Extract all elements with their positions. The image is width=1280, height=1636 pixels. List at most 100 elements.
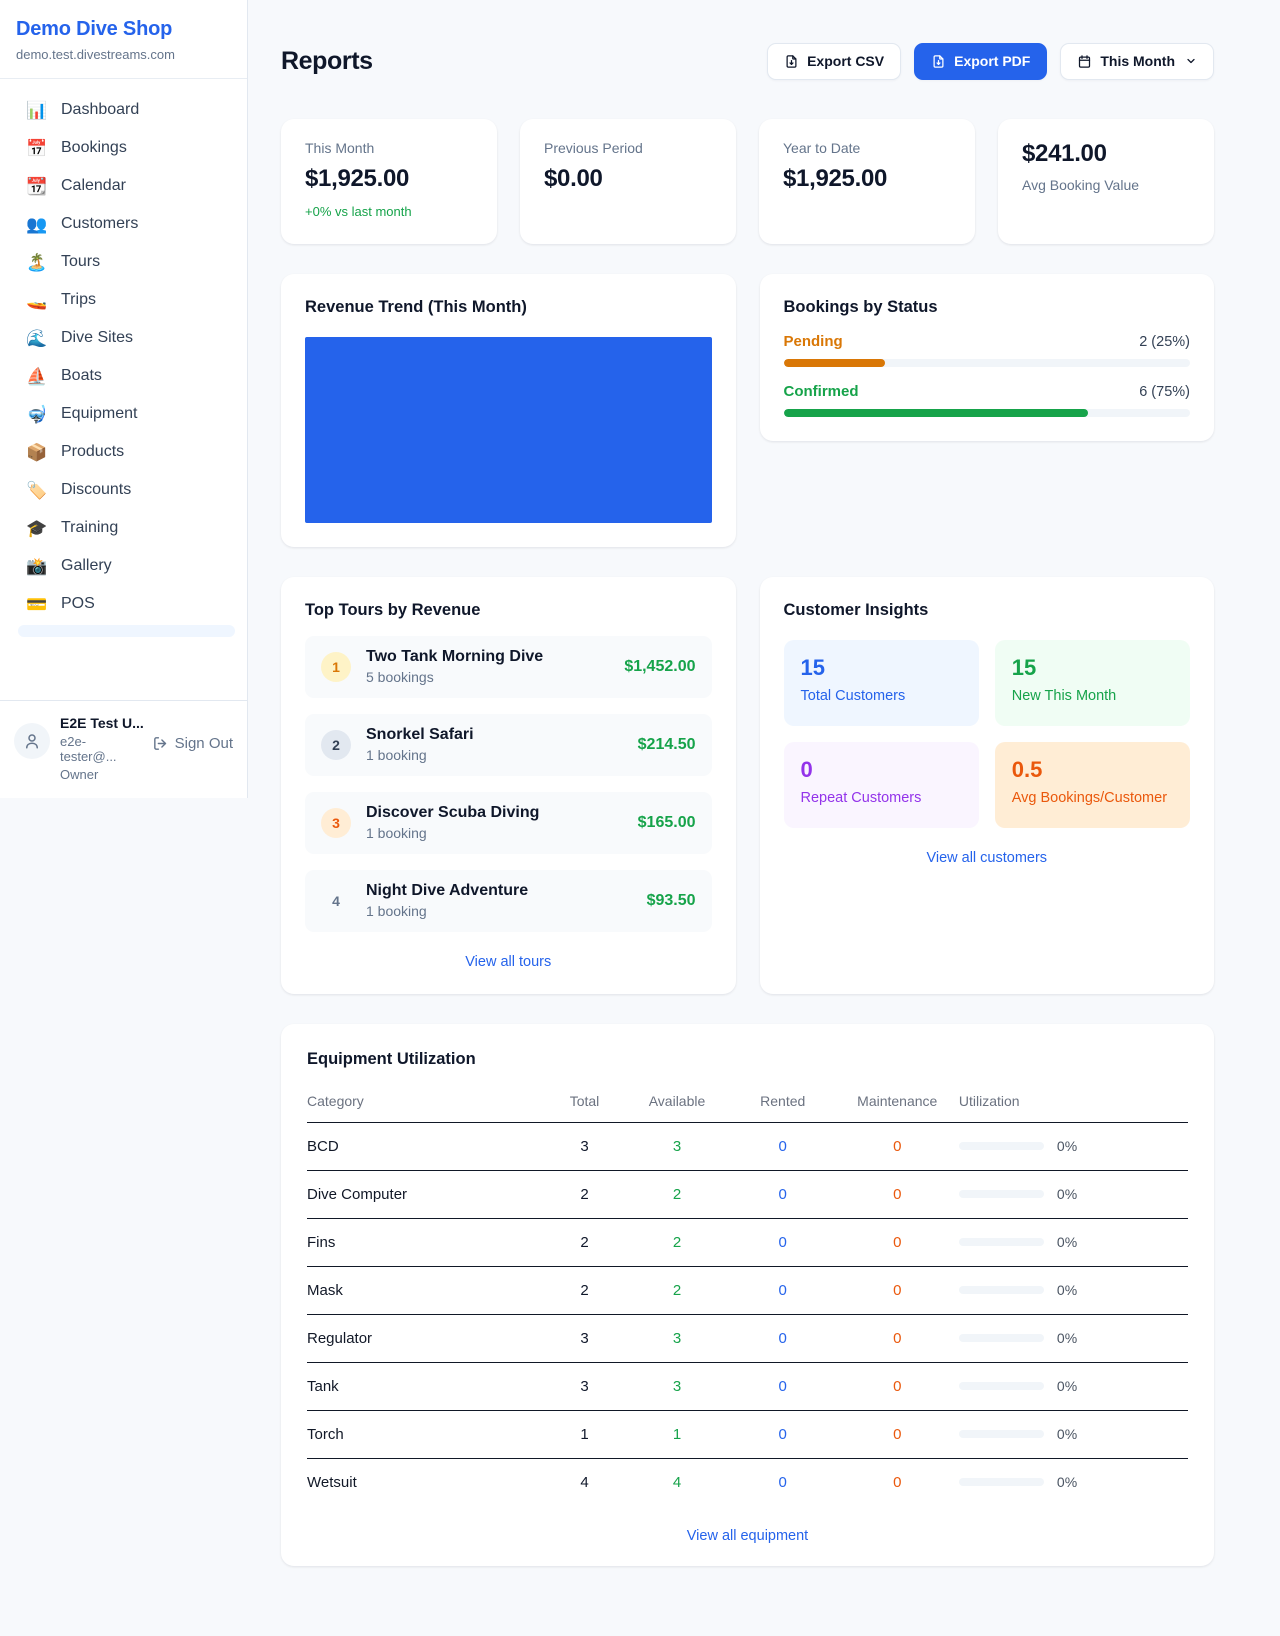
utilization-bar-track bbox=[958, 1478, 1044, 1486]
sidebar-item-gallery[interactable]: 📸 Gallery bbox=[16, 547, 237, 585]
maintenance-cell: 0 bbox=[835, 1122, 959, 1171]
export-pdf-button[interactable]: Export PDF bbox=[914, 42, 1048, 80]
category-cell: Dive Computer bbox=[307, 1170, 545, 1219]
stat-value: $0.00 bbox=[544, 164, 603, 192]
calendar-icon bbox=[1079, 55, 1091, 68]
tour-amount: $214.50 bbox=[637, 735, 696, 753]
category-cell: Tank bbox=[307, 1362, 545, 1411]
tour-name: Two Tank Morning Dive bbox=[366, 648, 544, 665]
maintenance-cell: 0 bbox=[835, 1266, 959, 1315]
sign-out-button[interactable]: Sign Out bbox=[152, 735, 233, 752]
rented-cell: 0 bbox=[729, 1314, 836, 1363]
stat-delta: +0% vs last month bbox=[305, 203, 412, 219]
tear-off-calendar-icon: 📆 bbox=[26, 176, 48, 196]
sidebar-header: Demo Dive Shop demo.test.divestreams.com bbox=[0, 0, 247, 79]
view-all-customers-link[interactable]: View all customers bbox=[926, 849, 1048, 866]
sidebar-item-reports-active[interactable] bbox=[18, 625, 235, 637]
maintenance-cell: 0 bbox=[893, 1473, 902, 1491]
status-item-pending: Pending 2 (25%) bbox=[783, 333, 1190, 367]
utilization-bar-track bbox=[958, 1430, 1044, 1438]
export-csv-button[interactable]: Export CSV bbox=[767, 42, 902, 80]
available-cell: 2 bbox=[624, 1218, 730, 1267]
page-title: Reports bbox=[281, 46, 373, 75]
stat-card-avg-booking-value: $241.00 Avg Booking Value bbox=[998, 118, 1214, 244]
equipment-table: Category Total Available Rented Maintena… bbox=[307, 1082, 1188, 1506]
top-tours-card: Top Tours by Revenue 1 Two Tank Morning … bbox=[281, 576, 736, 994]
table-row: Dive Computer 2 2 0 0 0% bbox=[307, 1170, 1188, 1219]
status-item-confirmed: Confirmed 6 (75%) bbox=[783, 382, 1190, 417]
sailboat-icon: ⛵ bbox=[26, 366, 48, 386]
available-cell: 3 bbox=[624, 1314, 730, 1363]
tour-name: Discover Scuba Diving bbox=[366, 804, 540, 821]
sidebar-item-calendar[interactable]: 📆 Calendar bbox=[16, 167, 237, 205]
sign-out-label: Sign Out bbox=[174, 735, 233, 752]
calendar-date-icon: 📅 bbox=[26, 138, 48, 158]
user-role: Owner bbox=[60, 767, 99, 782]
total-cell: 3 bbox=[544, 1362, 625, 1411]
sidebar-item-dive-sites[interactable]: 🌊 Dive Sites bbox=[16, 319, 237, 357]
tile-avg-bookings-customer: 0.5 Avg Bookings/Customer bbox=[994, 741, 1190, 828]
tour-bookings: 5 bookings bbox=[366, 669, 434, 685]
sidebar-item-boats[interactable]: ⛵ Boats bbox=[16, 357, 237, 395]
table-header-row: Category Total Available Rented Maintena… bbox=[307, 1082, 1188, 1123]
avatar bbox=[14, 723, 50, 759]
people-icon: 👥 bbox=[26, 214, 48, 234]
sidebar-item-discounts[interactable]: 🏷️ Discounts bbox=[16, 471, 237, 509]
view-all-tours-link[interactable]: View all tours bbox=[465, 953, 552, 970]
tour-amount: $165.00 bbox=[637, 813, 696, 831]
tile-label: Total Customers bbox=[800, 687, 906, 704]
available-cell: 3 bbox=[624, 1122, 730, 1171]
total-cell: 2 bbox=[544, 1170, 625, 1219]
tile-value: 15 bbox=[800, 654, 825, 680]
sidebar-item-trips[interactable]: 🚤 Trips bbox=[16, 281, 237, 319]
rented-cell: 0 bbox=[729, 1170, 836, 1219]
utilization-bar-track bbox=[958, 1238, 1044, 1246]
insights-row: Top Tours by Revenue 1 Two Tank Morning … bbox=[281, 576, 1214, 994]
status-count: 2 (25%) bbox=[1139, 333, 1190, 350]
table-row: Fins 2 2 0 0 0% bbox=[307, 1218, 1188, 1267]
available-cell: 1 bbox=[624, 1410, 730, 1459]
available-cell: 2 bbox=[624, 1266, 730, 1315]
wave-icon: 🌊 bbox=[26, 328, 48, 348]
sidebar-item-products[interactable]: 📦 Products bbox=[16, 433, 237, 471]
utilization-cell: 0% bbox=[958, 1314, 1188, 1363]
tag-icon: 🏷️ bbox=[26, 480, 48, 500]
sidebar-item-pos[interactable]: 💳 POS bbox=[16, 585, 237, 623]
sidebar-item-bookings[interactable]: 📅 Bookings bbox=[16, 129, 237, 167]
user-email: e2e-tester@... bbox=[60, 734, 117, 764]
customer-insights-card: Customer Insights 15 Total Customers 15 … bbox=[759, 576, 1214, 994]
progress-bar-track bbox=[783, 358, 1190, 367]
utilization-bar-track bbox=[958, 1286, 1044, 1294]
rank-badge: 2 bbox=[321, 729, 351, 760]
tile-value: 15 bbox=[1011, 654, 1037, 680]
category-cell: Wetsuit bbox=[307, 1473, 357, 1491]
sidebar-item-tours[interactable]: 🏝️ Tours bbox=[16, 243, 237, 281]
utilization-cell: 0% bbox=[958, 1122, 1188, 1171]
status-label: Confirmed bbox=[783, 382, 859, 400]
rented-cell: 0 bbox=[729, 1218, 836, 1267]
period-selector[interactable]: This Month bbox=[1060, 42, 1214, 80]
sidebar-item-dashboard[interactable]: 📊 Dashboard bbox=[16, 91, 237, 129]
package-icon: 📦 bbox=[26, 442, 48, 462]
camera-icon: 📸 bbox=[26, 556, 48, 576]
view-all-equipment-link[interactable]: View all equipment bbox=[686, 1527, 809, 1544]
tile-label: New This Month bbox=[1011, 687, 1117, 704]
tile-repeat-customers: 0 Repeat Customers bbox=[783, 741, 979, 828]
rented-cell: 0 bbox=[729, 1410, 836, 1459]
equipment-utilization-card: Equipment Utilization Category Total Ava… bbox=[281, 1023, 1214, 1566]
sidebar-item-equipment[interactable]: 🤿 Equipment bbox=[16, 395, 237, 433]
sidebar-item-label: Equipment bbox=[61, 405, 138, 422]
available-cell: 3 bbox=[624, 1362, 730, 1411]
sidebar-item-customers[interactable]: 👥 Customers bbox=[16, 205, 237, 243]
table-row: Tank 3 3 0 0 0% bbox=[307, 1362, 1188, 1411]
sidebar-item-training[interactable]: 🎓 Training bbox=[16, 509, 237, 547]
utilization-percent: 0% bbox=[1056, 1186, 1078, 1202]
utilization-cell: 0% bbox=[958, 1266, 1188, 1315]
header-actions: Export CSV Export PDF This Month bbox=[767, 42, 1214, 80]
utilization-bar-track bbox=[958, 1382, 1044, 1390]
sidebar-item-label: POS bbox=[61, 595, 95, 612]
list-item: 1 Two Tank Morning Dive 5 bookings $1,45… bbox=[305, 635, 712, 698]
available-cell: 4 bbox=[672, 1473, 682, 1491]
sidebar-item-label: Boats bbox=[61, 367, 102, 384]
utilization-percent: 0% bbox=[1056, 1426, 1078, 1442]
